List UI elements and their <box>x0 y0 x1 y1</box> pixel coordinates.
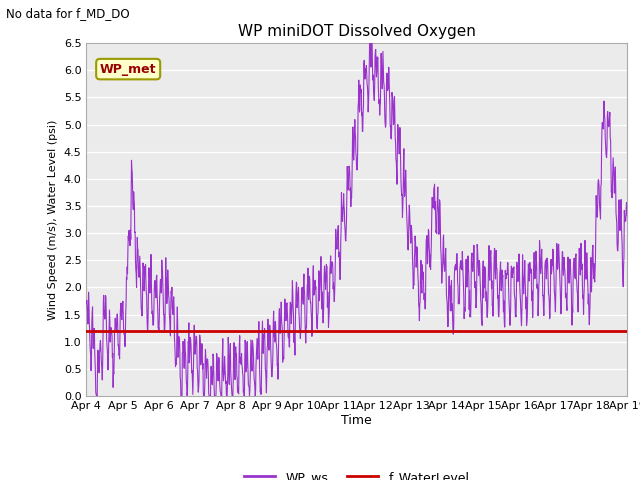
X-axis label: Time: Time <box>341 414 372 427</box>
Title: WP miniDOT Dissolved Oxygen: WP miniDOT Dissolved Oxygen <box>238 24 476 39</box>
Y-axis label: Wind Speed (m/s), Water Level (psi): Wind Speed (m/s), Water Level (psi) <box>48 120 58 320</box>
Legend: WP_ws, f_WaterLevel: WP_ws, f_WaterLevel <box>239 466 474 480</box>
Text: No data for f_MD_DO: No data for f_MD_DO <box>6 7 130 20</box>
Text: WP_met: WP_met <box>100 62 156 76</box>
